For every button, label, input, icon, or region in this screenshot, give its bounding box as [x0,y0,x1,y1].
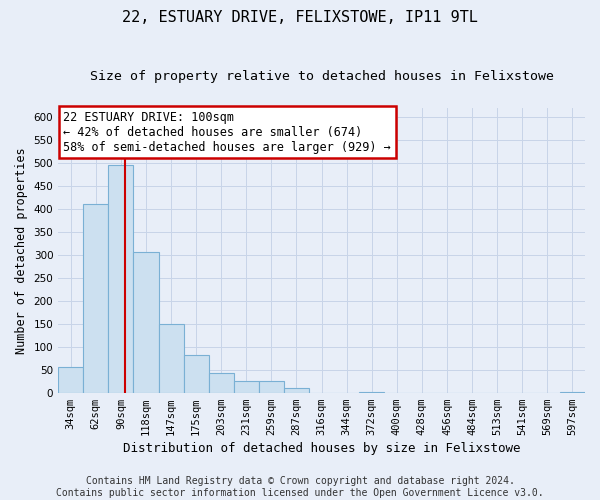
Text: 22 ESTUARY DRIVE: 100sqm
← 42% of detached houses are smaller (674)
58% of semi-: 22 ESTUARY DRIVE: 100sqm ← 42% of detach… [64,110,391,154]
Title: Size of property relative to detached houses in Felixstowe: Size of property relative to detached ho… [89,70,554,83]
Bar [184,355,209,393]
Bar [109,165,133,392]
Bar [133,252,158,392]
Bar [58,366,83,392]
Bar [83,204,109,392]
Text: 22, ESTUARY DRIVE, FELIXSTOWE, IP11 9TL: 22, ESTUARY DRIVE, FELIXSTOWE, IP11 9TL [122,10,478,25]
Bar [158,324,184,392]
Bar [284,388,309,392]
Bar [234,381,259,392]
Y-axis label: Number of detached properties: Number of detached properties [15,147,28,354]
Bar [259,381,284,392]
Bar [209,373,234,392]
X-axis label: Distribution of detached houses by size in Felixstowe: Distribution of detached houses by size … [123,442,520,455]
Text: Contains HM Land Registry data © Crown copyright and database right 2024.
Contai: Contains HM Land Registry data © Crown c… [56,476,544,498]
